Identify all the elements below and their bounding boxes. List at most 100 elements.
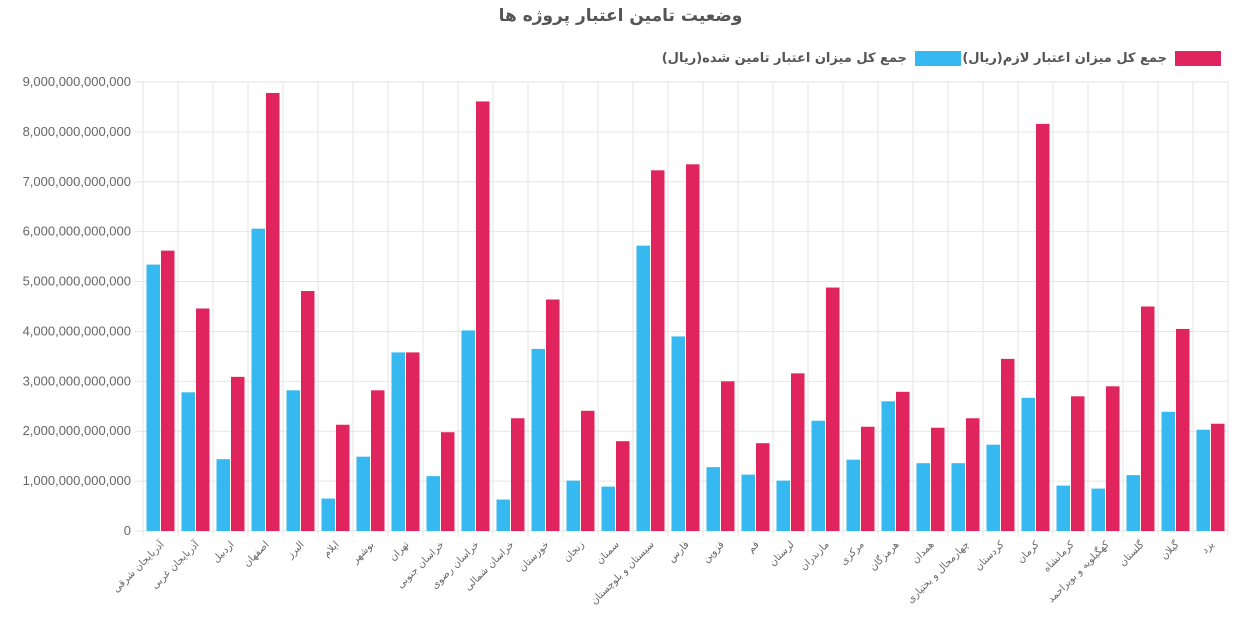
y-tick-label: 7,000,000,000,000 [23, 174, 131, 189]
bar-required [826, 287, 840, 531]
bar-required [1211, 423, 1225, 531]
bar-funded [1021, 397, 1035, 531]
x-tick-label: قزوین [701, 539, 727, 565]
x-tick-label: زنجان [562, 539, 587, 564]
bar-required [1141, 306, 1155, 531]
x-tick-label: کردستان [973, 539, 1007, 573]
bar-funded [671, 336, 685, 531]
bar-funded [146, 264, 160, 531]
x-tick-label: چهارمحال و بختیاری [905, 539, 971, 605]
bar-required [1036, 123, 1050, 531]
bar-required [616, 441, 630, 531]
y-tick-label: 1,000,000,000,000 [23, 473, 131, 488]
y-tick-label: 8,000,000,000,000 [23, 124, 131, 139]
bar-required [336, 424, 350, 531]
bar-required [756, 443, 770, 531]
bar-required [1001, 358, 1015, 531]
bar-funded [321, 498, 335, 531]
bar-required [1106, 386, 1120, 531]
bar-required [1176, 328, 1190, 531]
x-tick-label: اردبیل [211, 539, 237, 565]
x-tick-label: مرکزی [838, 539, 866, 567]
bar-funded [286, 390, 300, 531]
x-tick-label: سیستان و بلوچستان [589, 539, 657, 607]
legend-label-required: جمع کل میزان اعتبار لازم(ریال) [962, 51, 1167, 66]
y-tick-label: 4,000,000,000,000 [23, 323, 131, 338]
x-tick-label: هرمزگان [867, 539, 902, 574]
x-tick-label: بوشهر [349, 539, 376, 566]
x-tick-label: سمنان [594, 539, 621, 566]
bar-required [161, 250, 175, 531]
x-tick-label: قم [746, 539, 762, 555]
bar-funded [776, 480, 790, 531]
y-tick-label: 9,000,000,000,000 [23, 74, 131, 89]
legend-item-required[interactable]: جمع کل میزان اعتبار لازم(ریال) [962, 51, 1221, 66]
bar-funded [706, 467, 720, 531]
bar-required [406, 352, 420, 531]
bar-funded [1056, 485, 1070, 531]
x-tick-label: کهگیلویه و بویراحمد [1045, 538, 1112, 605]
y-tick-label: 0 [124, 523, 131, 538]
x-tick-label: ایلام [321, 539, 341, 559]
bar-required [581, 410, 595, 531]
bar-funded [1126, 475, 1140, 531]
y-tick-label: 5,000,000,000,000 [23, 274, 131, 289]
x-tick-label: فارس [666, 539, 692, 565]
bar-funded [741, 474, 755, 531]
x-tick-label: البرز [285, 539, 307, 561]
bar-funded [881, 401, 895, 531]
legend-swatch-required [1175, 51, 1221, 66]
x-tick-label: یزد [1200, 539, 1217, 556]
y-tick-label: 2,000,000,000,000 [23, 423, 131, 438]
bar-funded [846, 459, 860, 531]
bar-required [931, 427, 945, 531]
x-tick-label: گلستان [1117, 538, 1147, 568]
bar-required [651, 170, 665, 531]
legend-label-funded: جمع کل میزان اعتبار تامین شده(ریال) [661, 51, 907, 66]
bar-required [196, 308, 210, 531]
bar-funded [636, 245, 650, 531]
bar-funded [1161, 411, 1175, 531]
x-tick-label: گیلان [1158, 538, 1182, 562]
bar-funded [181, 392, 195, 531]
bar-required [966, 418, 980, 531]
bar-required [1071, 396, 1085, 531]
bar-funded [1196, 429, 1210, 531]
bar-funded [356, 456, 370, 531]
bar-required [511, 418, 525, 531]
bar-funded [426, 476, 440, 531]
legend-item-funded[interactable]: جمع کل میزان اعتبار تامین شده(ریال) [662, 51, 961, 66]
bar-funded [496, 499, 510, 531]
bar-funded [951, 463, 965, 531]
bar-required [371, 390, 385, 531]
bar-required [686, 164, 700, 532]
bar-required [791, 373, 805, 531]
bar-required [266, 92, 280, 531]
x-tick-label: تهران [388, 539, 412, 563]
bar-funded [601, 486, 615, 531]
bar-funded [916, 463, 930, 531]
bar-funded [811, 420, 825, 531]
legend-swatch-funded [915, 51, 961, 66]
x-tick-label: کرمان [1015, 539, 1041, 565]
bar-required [441, 432, 455, 531]
bar-required [476, 101, 490, 531]
bar-funded [251, 228, 265, 531]
bar-funded [391, 352, 405, 531]
x-tick-label: خوزستان [517, 539, 552, 574]
x-tick-label: مازندران [798, 539, 831, 572]
bar-funded [531, 348, 545, 531]
x-tick-label: اصفهان [242, 539, 272, 569]
y-tick-label: 3,000,000,000,000 [23, 373, 131, 388]
x-tick-label: لرستان [767, 539, 796, 568]
bar-required [896, 391, 910, 531]
bar-required [721, 381, 735, 531]
x-tick-label: کرمانشاه [1041, 539, 1076, 574]
bar-required [861, 426, 875, 531]
x-tick-label: همدان [910, 539, 936, 565]
y-tick-label: 6,000,000,000,000 [23, 224, 131, 239]
chart-title: وضعیت تامین اعتبار پروژه ها [498, 6, 743, 26]
bar-funded [461, 330, 475, 531]
bar-funded [1091, 488, 1105, 531]
